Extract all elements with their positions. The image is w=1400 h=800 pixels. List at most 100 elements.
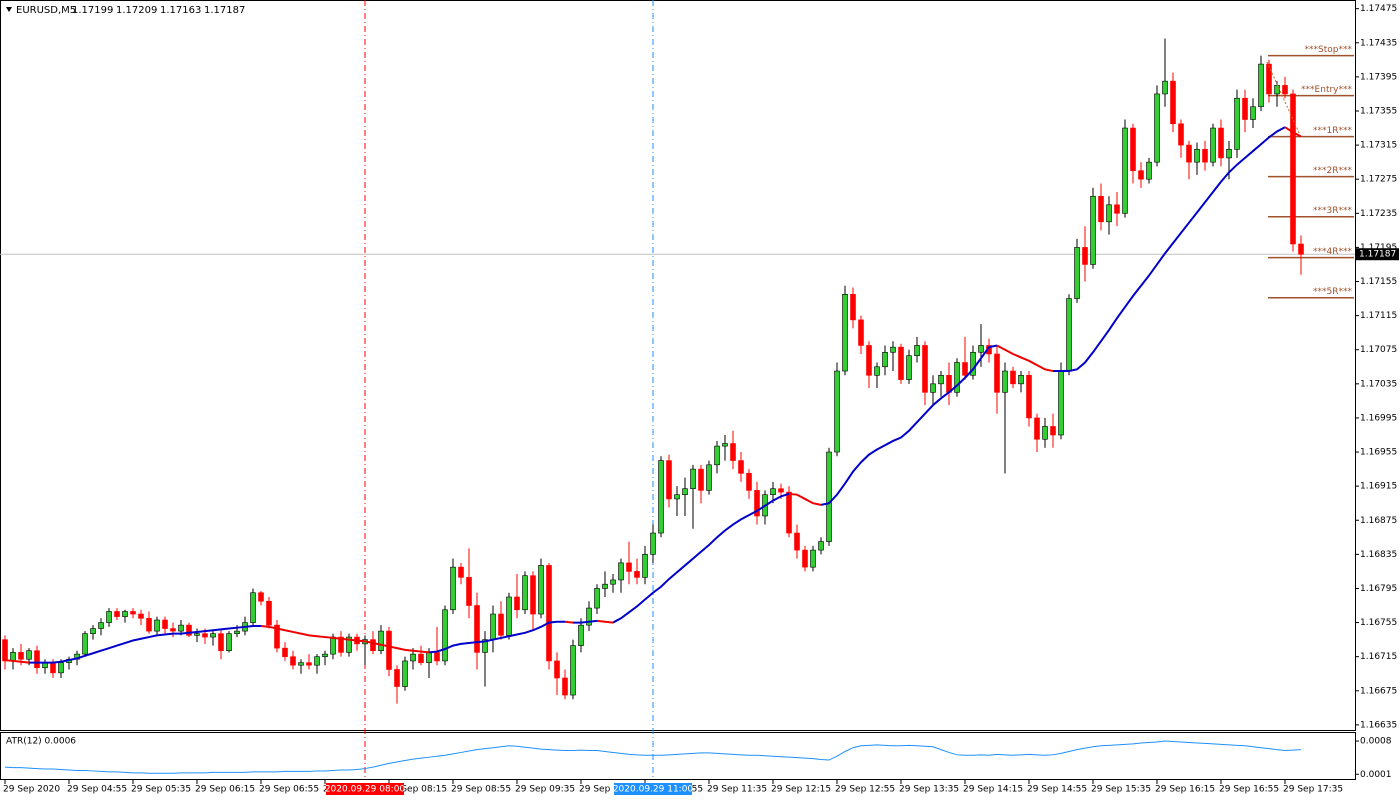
x-tick-label: 29 Sep 08:55 <box>451 785 511 795</box>
candle-body <box>442 609 448 662</box>
atr-tick-label: 0.0001 <box>1360 770 1392 780</box>
candle-body <box>330 636 336 655</box>
candle-body <box>346 636 352 653</box>
candle-body <box>1010 370 1016 385</box>
candle-body <box>418 653 424 663</box>
candle-body <box>122 611 128 617</box>
candle-body <box>970 351 976 376</box>
candle-body <box>18 652 24 660</box>
level-label: ***1R*** <box>1313 126 1352 136</box>
candle-body <box>882 351 888 368</box>
candle-body <box>594 588 600 609</box>
candle-body <box>1274 85 1280 95</box>
candle-body <box>866 345 872 376</box>
main-panel <box>0 0 1356 731</box>
candle-body <box>386 630 392 670</box>
y-tick-label: 1.17315 <box>1360 141 1397 151</box>
candle-body <box>90 628 96 634</box>
candle-body <box>394 669 400 687</box>
y-tick-label: 1.17475 <box>1360 4 1397 14</box>
x-tick-label: 29 Sep 09:35 <box>515 785 575 795</box>
y-tick-label: 1.16795 <box>1360 584 1397 594</box>
y-tick-label: 1.16995 <box>1360 413 1397 423</box>
candle-body <box>474 605 480 653</box>
candle-body <box>98 622 104 629</box>
candle-body <box>610 579 616 585</box>
atr-panel <box>0 732 1356 780</box>
menu-arrow[interactable] <box>6 7 12 12</box>
candle-body <box>1026 375 1032 419</box>
y-tick-label: 1.16955 <box>1360 448 1397 458</box>
x-tick-label: 29 Sep 17:35 <box>1283 785 1343 795</box>
candle-body <box>130 611 136 615</box>
x-tick-label: 29 Sep 16:55 <box>1219 785 1279 795</box>
candle-body <box>1130 127 1136 171</box>
candle-body <box>202 633 208 638</box>
candle-body <box>274 624 280 649</box>
level-label: ***4R*** <box>1313 247 1352 257</box>
chart-title: EURUSD,M5 <box>16 5 76 16</box>
x-tick-label: 29 Sep 06:55 <box>259 785 319 795</box>
candle-body <box>1090 195 1096 265</box>
candle-body <box>10 652 16 662</box>
moving-average <box>788 492 822 506</box>
moving-average <box>612 492 790 624</box>
candle-body <box>290 656 296 666</box>
current-price-label: 1.17187 <box>1359 250 1396 260</box>
x-tick-label: 29 Sep 12:55 <box>835 785 895 795</box>
candle-body <box>666 460 672 500</box>
candle-body <box>658 460 664 534</box>
candle-body <box>1298 243 1304 255</box>
candle-body <box>978 345 984 353</box>
marker-label: 2020.09.29 11:00 <box>613 785 694 795</box>
candle-body <box>162 619 168 629</box>
candle-body <box>1226 149 1232 159</box>
candle-body <box>170 628 176 632</box>
candle-body <box>570 645 576 696</box>
x-tick-label: 29 Sep 14:55 <box>1027 785 1087 795</box>
candle-body <box>738 460 744 474</box>
candle-body <box>714 445 720 466</box>
candle-body <box>602 583 608 589</box>
atr-label: ATR(12) 0.0006 <box>6 737 76 747</box>
candle-body <box>138 613 144 619</box>
candle-body <box>930 383 936 393</box>
y-tick-label: 1.17155 <box>1360 277 1397 287</box>
y-tick-label: 1.16835 <box>1360 550 1397 560</box>
marker-box <box>614 783 692 795</box>
candle-body <box>746 473 752 491</box>
moving-average <box>1053 126 1286 373</box>
candle-body <box>1018 375 1024 385</box>
x-tick-label: 29 Sep 10:15 <box>579 785 639 795</box>
marker-label: 2020.09.29 08:00 <box>325 785 406 795</box>
level-label: ***5R*** <box>1313 287 1352 297</box>
candle-body <box>314 656 320 666</box>
moving-average <box>996 344 1054 373</box>
candle-body <box>1186 144 1192 163</box>
candle-body <box>1162 80 1168 95</box>
y-tick-label: 1.17435 <box>1360 38 1397 48</box>
candle-body <box>426 652 432 663</box>
candle-body <box>1034 417 1040 440</box>
candle-body <box>858 319 864 346</box>
candle-body <box>338 636 344 653</box>
candle-body <box>1234 97 1240 150</box>
y-tick-label: 1.17115 <box>1360 311 1397 321</box>
candle-body <box>1242 97 1248 120</box>
y-tick-label: 1.17235 <box>1360 209 1397 219</box>
level-label: ***2R*** <box>1313 166 1352 176</box>
moving-average <box>428 620 565 654</box>
level-label: ***Entry*** <box>1301 85 1352 95</box>
candle-body <box>826 451 832 542</box>
x-tick-label: 29 Sep 2020 <box>3 785 60 795</box>
candle-body <box>298 662 304 666</box>
candle-body <box>682 488 688 495</box>
open: 1.17199 <box>72 5 113 16</box>
candle-body <box>58 662 64 674</box>
candle-body <box>1122 127 1128 214</box>
candle-body <box>1106 204 1112 223</box>
candle-body <box>962 362 968 376</box>
x-tick-label: 29 Sep 08:15 <box>387 785 447 795</box>
candle-body <box>906 355 912 380</box>
